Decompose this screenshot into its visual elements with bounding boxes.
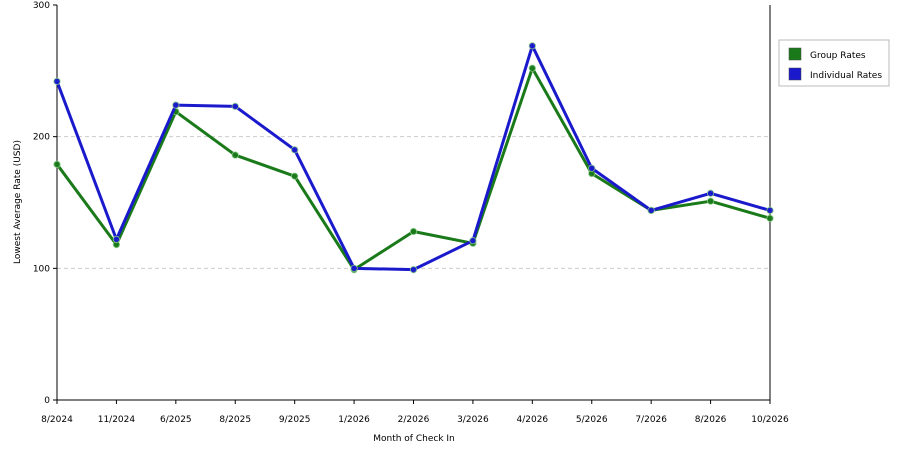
- legend-swatch: [788, 67, 802, 81]
- x-tick-label: 10/2026: [751, 415, 789, 425]
- data-point: [231, 151, 239, 159]
- data-point: [291, 172, 299, 180]
- data-point: [409, 227, 418, 236]
- x-tick-label: 9/2025: [279, 415, 311, 425]
- data-point: [231, 102, 239, 110]
- data-point: [528, 42, 536, 50]
- legend-label: Group Rates: [810, 51, 866, 61]
- x-tick-label: 8/2024: [41, 415, 73, 425]
- x-tick-label: 6/2025: [160, 415, 192, 425]
- data-point: [291, 146, 299, 154]
- data-point: [172, 101, 180, 109]
- data-point: [469, 237, 477, 245]
- x-tick-label: 8/2026: [695, 415, 727, 425]
- data-point: [706, 197, 715, 205]
- data-point: [588, 164, 596, 172]
- x-tick-label: 5/2026: [576, 415, 608, 425]
- x-tick-label: 7/2026: [635, 415, 667, 425]
- series-line: [55, 66, 771, 272]
- x-tick-label: 3/2026: [457, 415, 489, 425]
- series-line: [55, 44, 771, 272]
- x-axis-label: Month of Check In: [373, 434, 455, 444]
- data-point: [409, 266, 418, 274]
- y-tick-label: 0: [44, 396, 50, 406]
- data-point: [647, 206, 655, 214]
- y-tick-label: 100: [33, 264, 50, 274]
- data-point: [706, 189, 715, 197]
- x-tick-label: 11/2024: [98, 415, 136, 425]
- x-tick-label: 2/2026: [398, 415, 430, 425]
- y-axis-label: Lowest Average Rate (USD): [13, 140, 23, 264]
- x-tick-label: 8/2025: [219, 415, 251, 425]
- x-tick-label: 4/2026: [516, 415, 548, 425]
- data-point: [350, 264, 358, 272]
- legend-label: Individual Rates: [810, 71, 882, 81]
- data-point: [766, 214, 774, 222]
- data-point: [53, 160, 61, 168]
- data-point: [112, 235, 121, 243]
- data-point: [766, 206, 774, 214]
- legend-swatch: [788, 47, 802, 61]
- x-tick-label: 1/2026: [338, 415, 370, 425]
- data-point: [53, 77, 61, 85]
- y-tick-label: 200: [33, 133, 50, 143]
- data-point: [528, 64, 536, 72]
- y-tick-label: 300: [33, 1, 50, 11]
